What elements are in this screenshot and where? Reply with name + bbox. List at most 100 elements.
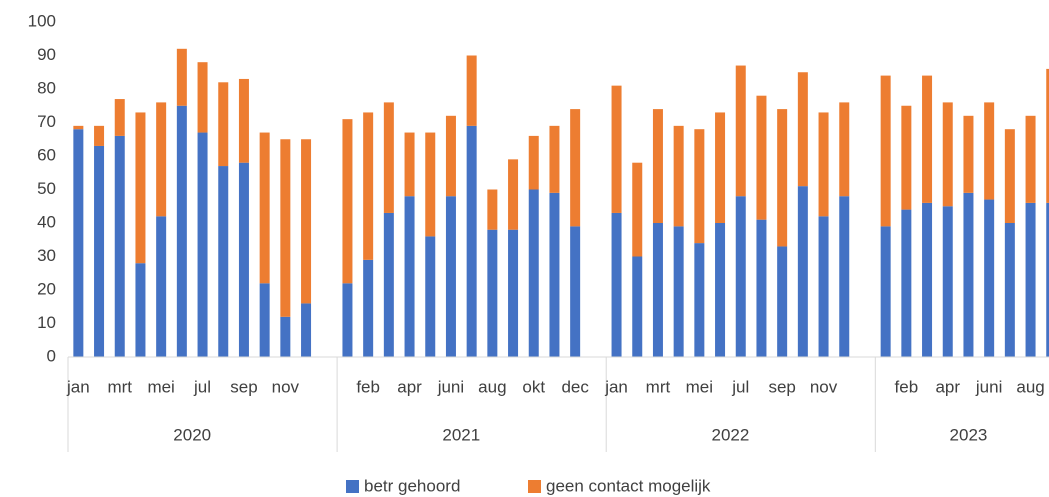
bar-segment bbox=[238, 78, 249, 163]
y-tick-label: 20 bbox=[37, 279, 56, 298]
bar-segment bbox=[528, 135, 539, 190]
legend-swatch bbox=[346, 480, 359, 493]
bar-segment bbox=[1046, 68, 1049, 203]
bar-segment bbox=[156, 216, 167, 357]
x-tick-label: mei bbox=[147, 377, 174, 396]
y-tick-label: 10 bbox=[37, 313, 56, 332]
y-tick-label: 30 bbox=[37, 246, 56, 265]
bar-segment bbox=[963, 115, 974, 193]
bar-segment bbox=[280, 316, 291, 357]
x-tick-label: apr bbox=[397, 377, 422, 396]
bar-segment bbox=[363, 112, 374, 260]
x-tick-label: juni bbox=[437, 377, 464, 396]
bar-segment bbox=[818, 112, 829, 217]
bar-segment bbox=[445, 115, 456, 197]
bar-segment bbox=[839, 102, 850, 197]
group-label: 2022 bbox=[711, 425, 749, 444]
bar-segment bbox=[611, 85, 622, 213]
bar-segment bbox=[114, 99, 125, 136]
legend-swatch bbox=[528, 480, 541, 493]
bar-segment bbox=[176, 48, 187, 106]
bar-segment bbox=[445, 196, 456, 357]
bar-segment bbox=[818, 216, 829, 357]
bar-segment bbox=[901, 105, 912, 210]
bar-segment bbox=[259, 132, 270, 284]
bar-segment bbox=[694, 129, 705, 244]
bar-segment bbox=[363, 259, 374, 357]
bar-segment bbox=[94, 145, 105, 357]
bar-segment bbox=[508, 229, 519, 357]
bar-segment bbox=[735, 65, 746, 197]
x-tick-label: jul bbox=[193, 377, 211, 396]
x-tick-label: aug bbox=[1016, 377, 1044, 396]
bar-segment bbox=[715, 223, 726, 357]
bar-segment bbox=[549, 125, 560, 193]
bar-segment bbox=[777, 246, 788, 357]
bar-segment bbox=[156, 102, 167, 217]
group-label: 2021 bbox=[442, 425, 480, 444]
bar-segment bbox=[673, 226, 684, 357]
bar-segment bbox=[73, 129, 84, 357]
bar-segment bbox=[632, 162, 643, 257]
group-label: 2020 bbox=[173, 425, 211, 444]
bar-segment bbox=[611, 212, 622, 357]
bar-segment bbox=[135, 112, 146, 264]
x-tick-label: dec bbox=[561, 377, 589, 396]
bar-segment bbox=[383, 212, 394, 357]
bar-segment bbox=[880, 75, 891, 227]
x-tick-label: feb bbox=[895, 377, 919, 396]
bar-segment bbox=[528, 189, 539, 357]
x-tick-label: mei bbox=[686, 377, 713, 396]
x-tick-label: apr bbox=[935, 377, 960, 396]
bar-segment bbox=[756, 219, 767, 357]
bar-segment bbox=[942, 206, 953, 357]
bar-segment bbox=[383, 102, 394, 213]
bar-segment bbox=[197, 132, 208, 357]
bar-segment bbox=[922, 75, 933, 203]
x-tick-label: okt bbox=[522, 377, 545, 396]
bar-segment bbox=[632, 256, 643, 357]
x-tick-label: feb bbox=[356, 377, 380, 396]
bar-segment bbox=[176, 105, 187, 357]
bar-segment bbox=[797, 72, 808, 187]
bar-segment bbox=[797, 186, 808, 357]
bar-segment bbox=[404, 196, 415, 357]
bar-segment bbox=[114, 135, 125, 357]
bar-segment bbox=[135, 263, 146, 357]
bar-segment bbox=[984, 102, 995, 200]
y-tick-label: 70 bbox=[37, 112, 56, 131]
x-tick-label: jan bbox=[604, 377, 628, 396]
bar-segment bbox=[880, 226, 891, 357]
bar-segment bbox=[922, 202, 933, 357]
x-tick-label: jul bbox=[731, 377, 749, 396]
y-tick-label: 90 bbox=[37, 45, 56, 64]
bar-segment bbox=[342, 119, 353, 284]
bar-segment bbox=[466, 125, 477, 357]
bar-segment bbox=[73, 125, 84, 130]
bar-segment bbox=[1004, 129, 1015, 223]
bar-segment bbox=[1025, 202, 1036, 357]
bar-segment bbox=[942, 102, 953, 207]
bar-segment bbox=[425, 132, 436, 237]
y-tick-label: 0 bbox=[47, 346, 56, 365]
x-tick-label: nov bbox=[810, 377, 838, 396]
y-tick-label: 100 bbox=[28, 11, 56, 30]
x-tick-label: aug bbox=[478, 377, 506, 396]
bar-segment bbox=[238, 162, 249, 357]
x-tick-label: juni bbox=[975, 377, 1002, 396]
bar-segment bbox=[259, 283, 270, 357]
y-tick-label: 50 bbox=[37, 179, 56, 198]
bar-segment bbox=[756, 95, 767, 220]
y-tick-label: 40 bbox=[37, 212, 56, 231]
bar-segment bbox=[901, 209, 912, 357]
x-tick-label: jan bbox=[66, 377, 90, 396]
bar-segment bbox=[694, 243, 705, 357]
bar-segment bbox=[570, 109, 581, 227]
bar-segment bbox=[301, 139, 312, 304]
bar-segment bbox=[218, 82, 229, 167]
bar-segment bbox=[466, 55, 477, 126]
y-tick-label: 60 bbox=[37, 145, 56, 164]
x-tick-label: mrt bbox=[646, 377, 671, 396]
group-label: 2023 bbox=[950, 425, 988, 444]
